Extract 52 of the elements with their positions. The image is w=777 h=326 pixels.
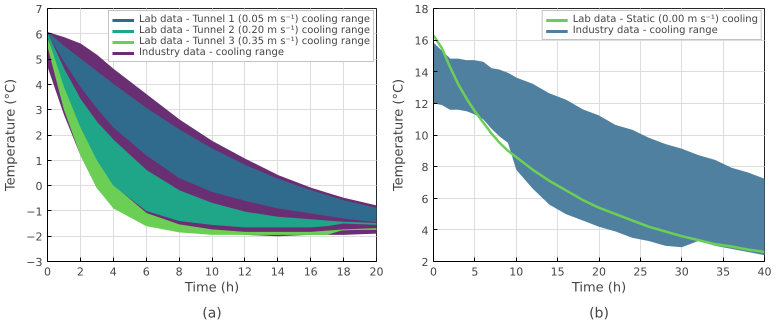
x-tick-label: 14 (270, 266, 285, 278)
y-axis-title: Temperature (°C) (392, 78, 407, 192)
y-tick-label: 14 (414, 66, 429, 80)
y-tick-label: 2 (36, 130, 42, 142)
text: (b) (589, 306, 609, 322)
y-tick-label: 8 (422, 161, 428, 174)
y-tick-label: 5 (36, 54, 42, 67)
legend-label: Lab data - Tunnel 2 (0.20 m s⁻¹) cooling range (138, 25, 370, 36)
y-tick-label: 1 (36, 154, 42, 168)
text: (a) (202, 306, 222, 322)
y-tick-label: 2 (422, 256, 428, 269)
x-tick-label: 10 (509, 266, 524, 278)
y-tick-label: 4 (422, 224, 428, 238)
x-tick-label: 25 (633, 266, 648, 278)
y-tick-label: 3 (36, 104, 42, 118)
y-tick-label: 18 (414, 3, 429, 16)
x-tick-label: 18 (336, 266, 351, 278)
x-tick-label: 2 (76, 266, 84, 278)
legend-label: Industry data - cooling range (572, 25, 718, 36)
y-tick-label: 6 (36, 28, 42, 42)
legend-label: Lab data - Tunnel 1 (0.05 m s⁻¹) cooling range (138, 14, 370, 25)
x-tick-label: 16 (304, 266, 318, 278)
x-tick-label: 20 (370, 266, 384, 278)
y-axis-title: Temperature (°C) (3, 78, 18, 192)
x-tick-label: 15 (550, 266, 565, 278)
y-tick-label: −1 (26, 205, 43, 218)
x-tick-label: 4 (110, 266, 117, 278)
y-tick-label: −2 (26, 230, 43, 244)
y-tick-label: 0 (36, 180, 42, 194)
y-tick-label: 12 (414, 98, 429, 111)
x-axis-title: Time (h) (570, 280, 626, 296)
x-axis-title: Time (h) (184, 280, 240, 296)
y-tick-label: 4 (36, 78, 42, 92)
x-tick-label: 10 (205, 266, 219, 278)
x-tick-label: 30 (674, 266, 689, 278)
x-tick-label: 6 (142, 266, 150, 278)
x-tick-label: 0 (44, 266, 51, 278)
x-tick-label: 0 (430, 266, 437, 278)
x-tick-label: 35 (716, 266, 730, 278)
x-tick-label: 40 (758, 266, 772, 278)
y-tick-label: 6 (422, 192, 428, 206)
legend-label: Industry data - cooling range (138, 47, 284, 58)
y-tick-label: 16 (414, 34, 429, 48)
legend-label: Lab data - Static (0.00 m s⁻¹) cooling (572, 14, 758, 25)
x-tick-label: 20 (592, 266, 606, 278)
x-tick-label: 8 (176, 266, 183, 278)
x-tick-label: 5 (471, 266, 478, 278)
y-tick-label: −3 (26, 256, 43, 269)
legend-label: Lab data - Tunnel 3 (0.35 m s⁻¹) cooling range (138, 36, 370, 47)
y-tick-label: 10 (414, 130, 429, 142)
y-tick-label: 7 (36, 3, 42, 16)
x-tick-label: 12 (238, 266, 252, 278)
